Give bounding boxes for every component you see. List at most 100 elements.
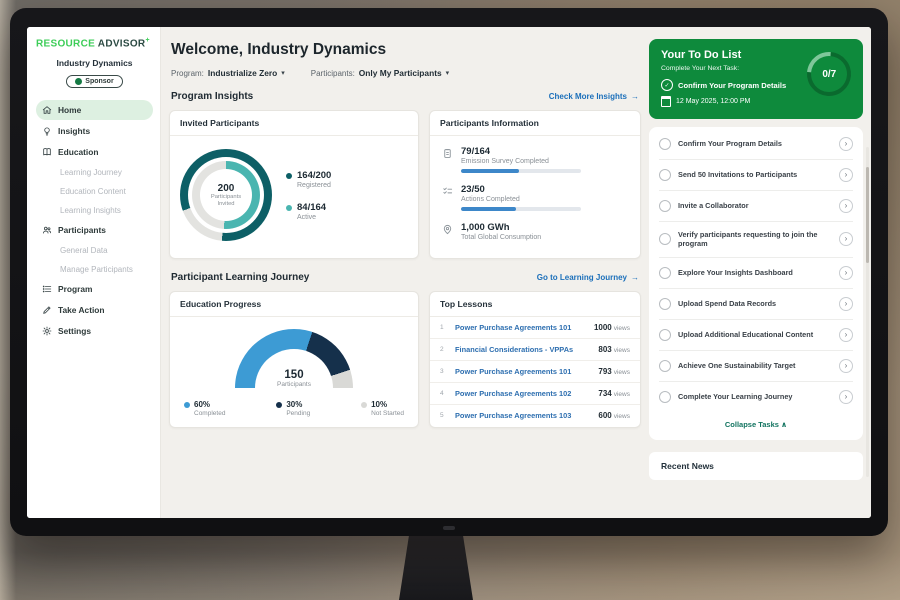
card-title: Participants Information bbox=[430, 111, 640, 136]
gauge-center-value: 150 bbox=[284, 369, 304, 381]
sidebar-item-participants[interactable]: Participants bbox=[36, 220, 153, 240]
sidebar-item-manage-participants[interactable]: Manage Participants bbox=[36, 260, 153, 278]
recent-news-header[interactable]: Recent News bbox=[649, 451, 863, 480]
dashboard-screen: RESOURCE ADVISOR+ Industry Dynamics Spon… bbox=[27, 27, 871, 518]
lesson-title-link[interactable]: Financial Considerations - VPPAs bbox=[455, 345, 574, 354]
learning-journey-cards: Education Progress 150 Participants bbox=[169, 291, 641, 428]
task-label: Confirm Your Program Details bbox=[678, 139, 782, 149]
sidebar-item-label: Learning Journey bbox=[60, 167, 122, 177]
gauge-legend: 60% Completed 30% Pending bbox=[170, 388, 418, 427]
legend-registered: 164/200 Registered bbox=[286, 170, 331, 189]
sponsor-badge[interactable]: Sponsor bbox=[66, 75, 123, 89]
legend-active: 84/164 Active bbox=[286, 202, 331, 221]
todo-task-list: Confirm Your Program Details › Send 50 I… bbox=[649, 127, 863, 440]
participants-filter[interactable]: Participants: Only My Participants ▾ bbox=[311, 68, 449, 78]
task-label: Invite a Collaborator bbox=[678, 201, 749, 211]
task-checkbox[interactable] bbox=[659, 359, 671, 372]
task-row[interactable]: Send 50 Invitations to Participants › bbox=[659, 160, 853, 191]
sidebar-item-general-data[interactable]: General Data bbox=[36, 241, 153, 259]
task-checkbox[interactable] bbox=[659, 266, 671, 279]
sidebar-item-label: Education Content bbox=[60, 186, 126, 196]
lesson-row[interactable]: 2 Financial Considerations - VPPAs 803 vi… bbox=[430, 339, 640, 361]
sidebar-item-home[interactable]: Home bbox=[36, 100, 153, 121]
learning-journey-header: Participant Learning Journey Go to Learn… bbox=[171, 272, 639, 283]
monitor-brand-logo bbox=[443, 526, 455, 530]
task-chevron-icon: › bbox=[839, 199, 853, 213]
lesson-title-link[interactable]: Power Purchase Agreements 102 bbox=[455, 389, 572, 398]
scrollbar-thumb[interactable] bbox=[866, 167, 869, 263]
donut-center-label: Participants Invited bbox=[210, 193, 242, 207]
sidebar-item-insights[interactable]: Insights bbox=[36, 121, 153, 141]
home-icon bbox=[42, 106, 52, 115]
lesson-row[interactable]: 5 Power Purchase Agreements 103 600 views bbox=[430, 405, 640, 426]
sidebar-item-take-action[interactable]: Take Action bbox=[36, 300, 153, 320]
progress-fill bbox=[461, 169, 519, 173]
task-row[interactable]: Upload Spend Data Records › bbox=[659, 289, 853, 320]
task-row[interactable]: Explore Your Insights Dashboard › bbox=[659, 258, 853, 289]
task-checkbox[interactable] bbox=[659, 233, 671, 246]
legend-label: Completed bbox=[194, 410, 226, 417]
stat-actions-completed: 23/50 Actions Completed bbox=[442, 184, 628, 211]
sidebar-item-label: Insights bbox=[58, 126, 91, 137]
task-checkbox[interactable] bbox=[659, 297, 671, 310]
education-progress-card: Education Progress 150 Participants bbox=[169, 291, 419, 428]
task-checkbox[interactable] bbox=[659, 328, 671, 341]
donut-center: 200 Participants Invited bbox=[200, 169, 252, 221]
lesson-title-link[interactable]: Power Purchase Agreements 101 bbox=[455, 367, 572, 376]
lesson-title-link[interactable]: Power Purchase Agreements 101 bbox=[455, 323, 572, 332]
task-label: Explore Your Insights Dashboard bbox=[678, 268, 793, 278]
stat-value: 23/50 bbox=[461, 184, 485, 195]
participants-icon bbox=[43, 227, 52, 234]
task-row[interactable]: Confirm Your Program Details › bbox=[659, 129, 853, 160]
check-more-insights-link[interactable]: Check More Insights → bbox=[549, 92, 639, 101]
org-name: Industry Dynamics bbox=[56, 58, 133, 69]
lesson-row[interactable]: 1 Power Purchase Agreements 101 1000 view… bbox=[430, 317, 640, 339]
invited-participants-card: Invited Participants 200 Participants In… bbox=[169, 110, 419, 259]
program-filter[interactable]: Program: Industrialize Zero ▾ bbox=[171, 68, 285, 78]
progress-fill bbox=[461, 207, 517, 211]
org-badge-wrap: Sponsor bbox=[36, 72, 153, 90]
task-checkbox[interactable] bbox=[659, 169, 671, 181]
task-row[interactable]: Invite a Collaborator › bbox=[659, 191, 853, 222]
sidebar-item-learning-insights[interactable]: Learning Insights bbox=[36, 201, 153, 219]
sidebar-item-learning-journey[interactable]: Learning Journey bbox=[36, 163, 153, 181]
sidebar-item-settings[interactable]: Settings bbox=[36, 321, 153, 341]
collapse-tasks-link[interactable]: Collapse Tasks ∧ bbox=[724, 419, 788, 429]
invited-card-body: 200 Participants Invited bbox=[170, 136, 418, 254]
insights-icon bbox=[44, 127, 50, 136]
task-checkbox[interactable] bbox=[659, 390, 671, 403]
program-icon bbox=[42, 285, 52, 293]
check-icon: ✓ bbox=[661, 79, 673, 91]
task-checkbox[interactable] bbox=[659, 138, 671, 150]
lesson-views: 1000 views bbox=[593, 323, 630, 332]
task-label: Achieve One Sustainability Target bbox=[678, 361, 796, 371]
sidebar-item-education[interactable]: Education bbox=[36, 142, 153, 162]
lesson-row[interactable]: 4 Power Purchase Agreements 102 734 views bbox=[430, 383, 640, 405]
task-row[interactable]: Upload Additional Educational Content › bbox=[659, 320, 853, 351]
education-gauge-chart: 150 Participants bbox=[235, 329, 353, 388]
task-chevron-icon: › bbox=[839, 358, 853, 373]
task-checkbox[interactable] bbox=[659, 200, 671, 212]
legend-completed: 60% Completed bbox=[184, 400, 225, 417]
task-row[interactable]: Verify participants requesting to join t… bbox=[659, 222, 853, 258]
task-row[interactable]: Complete Your Learning Journey › bbox=[659, 382, 853, 412]
legend-label: Not Started bbox=[371, 410, 404, 417]
stat-label: Emission Survey Completed bbox=[461, 158, 549, 165]
card-title: Top Lessons bbox=[430, 292, 640, 317]
scrollbar-track[interactable] bbox=[866, 147, 869, 477]
sidebar-item-program[interactable]: Program bbox=[36, 279, 153, 299]
gauge-center: 150 Participants bbox=[235, 369, 353, 388]
todo-next-task[interactable]: ✓ Confirm Your Program Details bbox=[661, 79, 851, 91]
sidebar-item-education-content[interactable]: Education Content bbox=[36, 182, 153, 200]
task-chevron-icon: › bbox=[839, 232, 853, 247]
task-label: Verify participants requesting to join t… bbox=[678, 230, 818, 249]
task-chevron-icon: › bbox=[839, 168, 853, 182]
task-row[interactable]: Achieve One Sustainability Target › bbox=[659, 351, 853, 382]
lesson-title-link[interactable]: Power Purchase Agreements 103 bbox=[455, 411, 572, 420]
next-task-time-label: 12 May 2025, 12:00 PM bbox=[676, 98, 751, 105]
legend-pct: 30% bbox=[286, 400, 303, 409]
go-to-learning-journey-link[interactable]: Go to Learning Journey → bbox=[537, 273, 639, 282]
task-chevron-icon: › bbox=[839, 265, 853, 280]
lesson-row[interactable]: 3 Power Purchase Agreements 101 793 views bbox=[430, 361, 640, 383]
stat-global-consumption: 1,000 GWh Total Global Consumption bbox=[442, 222, 628, 241]
